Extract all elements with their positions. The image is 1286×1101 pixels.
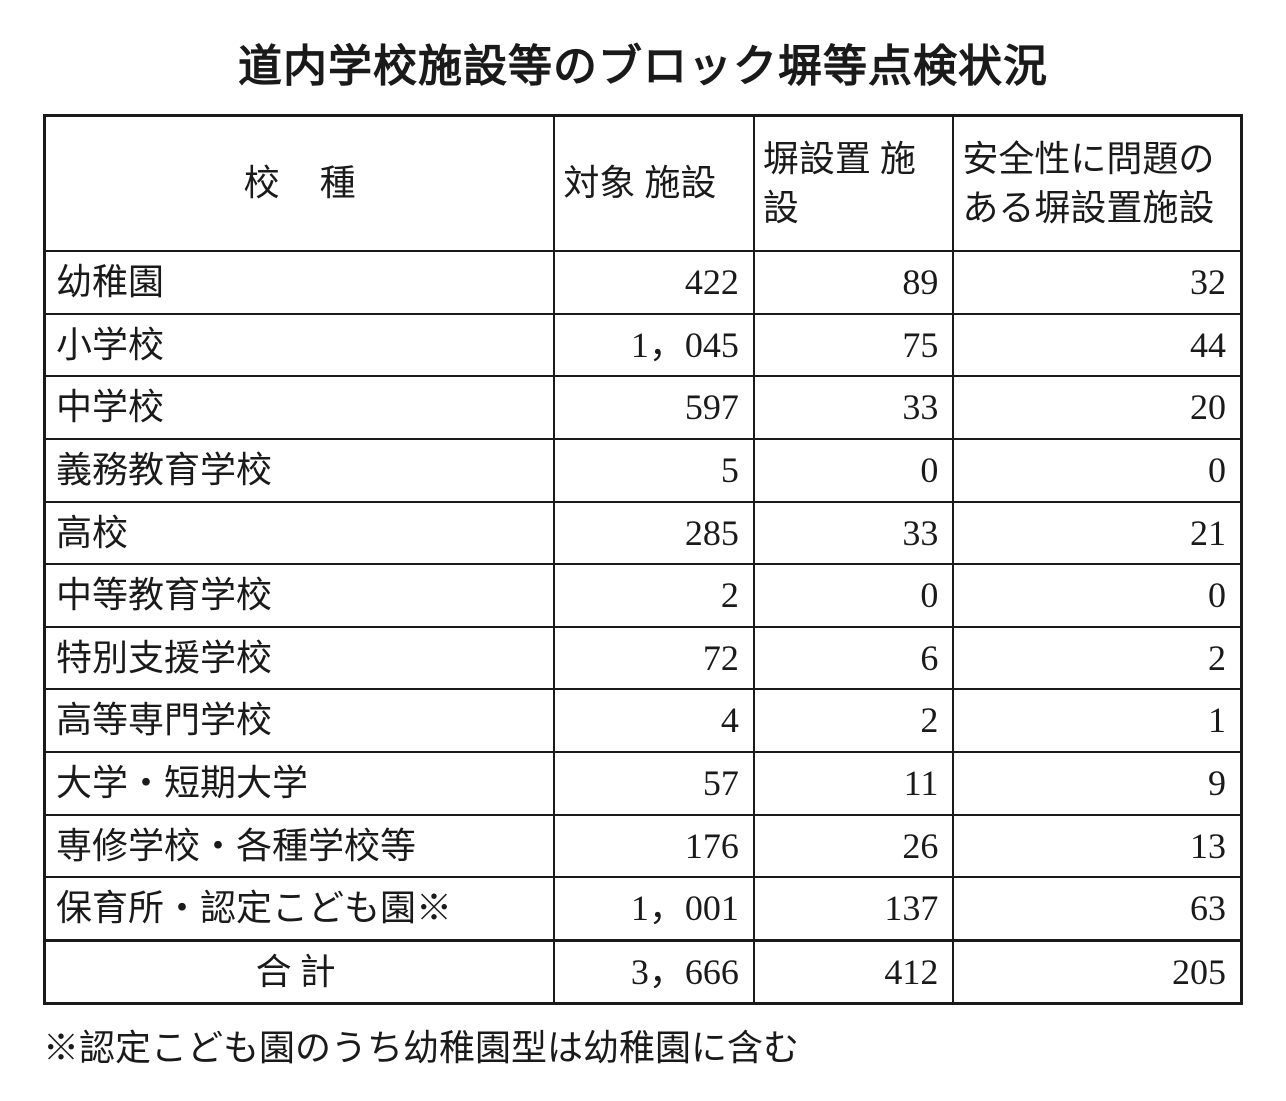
- row-wall: 11: [754, 752, 954, 815]
- table-row: 高等専門学校421: [45, 689, 1242, 752]
- table-row: 特別支援学校7262: [45, 627, 1242, 690]
- row-target: 4: [554, 689, 754, 752]
- row-target: 176: [554, 815, 754, 878]
- row-unsafe: 13: [953, 815, 1241, 878]
- row-wall: 75: [754, 314, 954, 377]
- row-wall: 26: [754, 815, 954, 878]
- row-label: 特別支援学校: [45, 627, 555, 690]
- row-unsafe: 0: [953, 439, 1241, 502]
- row-target: 285: [554, 502, 754, 565]
- header-unsafe: 安全性に問題のある塀設置施設: [953, 116, 1241, 252]
- row-wall: 0: [754, 439, 954, 502]
- row-target: 1，045: [554, 314, 754, 377]
- row-unsafe: 9: [953, 752, 1241, 815]
- row-label: 小学校: [45, 314, 555, 377]
- table-row: 中等教育学校200: [45, 564, 1242, 627]
- total-unsafe: 205: [953, 940, 1241, 1004]
- row-label: 幼稚園: [45, 251, 555, 314]
- row-target: 5: [554, 439, 754, 502]
- row-target: 2: [554, 564, 754, 627]
- total-target: 3，666: [554, 940, 754, 1004]
- row-label: 保育所・認定こども園※: [45, 877, 555, 940]
- row-unsafe: 44: [953, 314, 1241, 377]
- row-label: 中等教育学校: [45, 564, 555, 627]
- row-wall: 33: [754, 502, 954, 565]
- header-wall: 塀設置 施 設: [754, 116, 954, 252]
- header-school-type: 校種: [45, 116, 555, 252]
- table-row: 中学校5973320: [45, 376, 1242, 439]
- row-unsafe: 32: [953, 251, 1241, 314]
- table-row: 専修学校・各種学校等1762613: [45, 815, 1242, 878]
- row-target: 72: [554, 627, 754, 690]
- footnote: ※認定こども園のうち幼稚園型は幼稚園に含む: [43, 1019, 1243, 1071]
- row-unsafe: 63: [953, 877, 1241, 940]
- total-wall: 412: [754, 940, 954, 1004]
- table-title: 道内学校施設等のブロック塀等点検状況: [30, 30, 1256, 94]
- row-label: 義務教育学校: [45, 439, 555, 502]
- row-label: 高等専門学校: [45, 689, 555, 752]
- total-label: 合計: [45, 940, 555, 1004]
- row-label: 大学・短期大学: [45, 752, 555, 815]
- row-wall: 89: [754, 251, 954, 314]
- row-label: 中学校: [45, 376, 555, 439]
- row-unsafe: 1: [953, 689, 1241, 752]
- header-target: 対象 施設: [554, 116, 754, 252]
- row-wall: 33: [754, 376, 954, 439]
- inspection-table: 校種 対象 施設 塀設置 施 設 安全性に問題のある塀設置施設 幼稚園42289…: [43, 114, 1243, 1005]
- row-label: 専修学校・各種学校等: [45, 815, 555, 878]
- table-row: 幼稚園4228932: [45, 251, 1242, 314]
- header-row: 校種 対象 施設 塀設置 施 設 安全性に問題のある塀設置施設: [45, 116, 1242, 252]
- row-target: 422: [554, 251, 754, 314]
- table-row: 大学・短期大学57119: [45, 752, 1242, 815]
- total-row: 合計3，666412205: [45, 940, 1242, 1004]
- table-row: 保育所・認定こども園※1，00113763: [45, 877, 1242, 940]
- table-body: 幼稚園4228932小学校1，0457544中学校5973320義務教育学校50…: [45, 251, 1242, 1004]
- row-target: 597: [554, 376, 754, 439]
- row-wall: 0: [754, 564, 954, 627]
- table-row: 小学校1，0457544: [45, 314, 1242, 377]
- row-target: 1，001: [554, 877, 754, 940]
- row-wall: 2: [754, 689, 954, 752]
- row-wall: 6: [754, 627, 954, 690]
- row-unsafe: 21: [953, 502, 1241, 565]
- row-unsafe: 2: [953, 627, 1241, 690]
- table-row: 義務教育学校500: [45, 439, 1242, 502]
- table-row: 高校2853321: [45, 502, 1242, 565]
- row-unsafe: 20: [953, 376, 1241, 439]
- row-label: 高校: [45, 502, 555, 565]
- row-target: 57: [554, 752, 754, 815]
- row-unsafe: 0: [953, 564, 1241, 627]
- row-wall: 137: [754, 877, 954, 940]
